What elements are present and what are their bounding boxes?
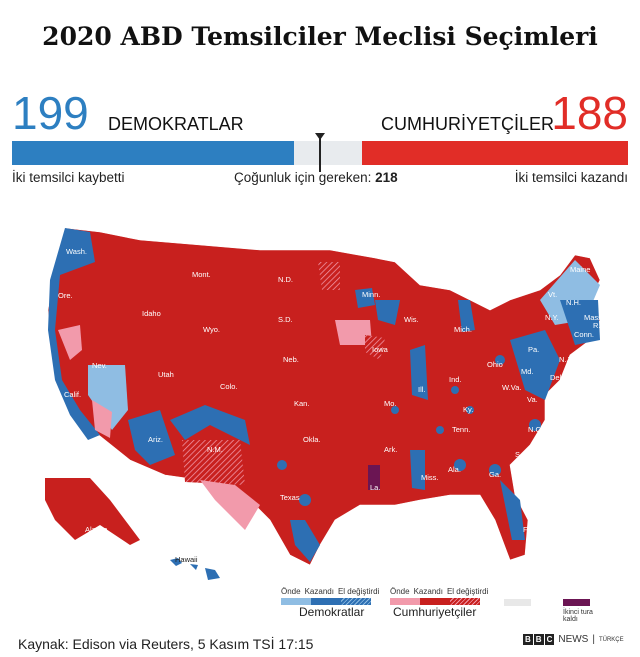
state-label: Conn. xyxy=(574,330,594,339)
state-label: N.M. xyxy=(207,445,223,454)
state-label: Miss. xyxy=(421,473,439,482)
page-title: 2020 ABD Temsilciler Meclisi Seçimleri xyxy=(42,22,598,51)
state-label: N.D. xyxy=(278,275,293,284)
state-label: Utah xyxy=(158,370,174,379)
state-label: Hawaii xyxy=(175,555,198,564)
state-label: Okla. xyxy=(303,435,321,444)
state-label: Calif. xyxy=(64,390,81,399)
state-label: N.H. xyxy=(566,298,581,307)
state-label: Texas xyxy=(280,493,300,502)
alaska xyxy=(45,478,140,545)
state-label: Mo. xyxy=(384,399,397,408)
state-label: Maine xyxy=(570,265,590,274)
state-label: Minn. xyxy=(362,290,380,299)
majority-value: 218 xyxy=(375,170,398,185)
democrat-bar xyxy=(12,141,294,165)
state-label: La. xyxy=(370,483,380,492)
republican-label: CUMHURİYETÇİLER xyxy=(380,114,554,134)
legend-rep-leading: Önde xyxy=(390,587,410,596)
majority-marker xyxy=(319,134,321,172)
state-label: Ky. xyxy=(463,405,473,414)
republican-seat-count: 188 xyxy=(551,87,628,139)
state-label: Colo. xyxy=(220,382,238,391)
state-label: Tenn. xyxy=(452,425,470,434)
state-label: Alaska xyxy=(85,525,108,534)
us-house-map: Wash. Ore. Calif. Nev. Idaho Mont. Wyo. Utah Col… xyxy=(45,227,605,580)
majority-arrow-icon xyxy=(315,133,325,140)
state-label: N.C. xyxy=(528,425,543,434)
hawaii xyxy=(170,558,220,580)
state-label: N.Y. xyxy=(545,313,559,322)
majority-label: Çoğunluk için gereken: xyxy=(234,170,372,185)
legend-dem-name: Demokratlar xyxy=(299,605,365,619)
state-label: Idaho xyxy=(142,309,161,318)
state-label: Neb. xyxy=(283,355,299,364)
state-label: Ill. xyxy=(418,385,426,394)
state-label: Md. xyxy=(521,367,534,376)
state-label: Ark. xyxy=(384,445,397,454)
state-label: Mont. xyxy=(192,270,211,279)
legend-rep-flipped: El değiştirdi xyxy=(446,587,489,596)
state-label: Del. xyxy=(550,373,563,382)
republican-note: İki temsilci kazandı xyxy=(514,170,628,185)
source-note: Kaynak: Edison via Reuters, 5 Kasım TSİ … xyxy=(18,636,314,652)
state-label: Vt. xyxy=(548,290,557,299)
legend-rep-name: Cumhuriyetçiler xyxy=(393,605,477,619)
state-label: Ga. xyxy=(489,470,501,479)
majority-note: Çoğunluk için gereken: 218 xyxy=(234,170,398,185)
legend-rep-won: Kazandı xyxy=(413,587,443,596)
state-label: Mich. xyxy=(454,325,472,334)
legend-runoff: İkinci tura kaldı xyxy=(563,599,623,623)
republican-bar xyxy=(361,141,628,165)
legend-republicans: Önde Kazandı El değiştirdi Cumhuriyetçiler xyxy=(390,587,500,619)
democrat-seat-count: 199 xyxy=(12,87,89,139)
legend-undecided xyxy=(504,599,531,606)
state-label: Va. xyxy=(527,395,538,404)
state-label: N.J. xyxy=(559,355,572,364)
state-label: Ore. xyxy=(58,291,73,300)
democrat-label: DEMOKRATLAR xyxy=(108,114,244,134)
state-label: R.I. xyxy=(593,321,605,330)
state-label: Wyo. xyxy=(203,325,220,334)
state-label: Fla. xyxy=(523,525,536,534)
state-label: Ohio xyxy=(487,360,503,369)
state-label: S.D. xyxy=(278,315,293,324)
state-label: Ala. xyxy=(448,465,461,474)
state-label: Pa. xyxy=(528,345,539,354)
legend-dem-flipped: El değiştirdi xyxy=(337,587,380,596)
state-label: Ind. xyxy=(449,375,462,384)
legend-dem-won: Kazandı xyxy=(304,587,334,596)
state-label: Wash. xyxy=(66,247,87,256)
state-label: Nev. xyxy=(92,361,107,370)
legend-dem-leading: Önde xyxy=(281,587,301,596)
state-label: Wis. xyxy=(404,315,419,324)
state-label: Kan. xyxy=(294,399,309,408)
democrat-note: İki temsilci kaybetti xyxy=(12,170,125,185)
legend-democrats: Önde Kazandı El değiştirdi Demokratlar xyxy=(281,587,391,619)
state-label: Mass. xyxy=(584,313,604,322)
state-label: S.C. xyxy=(515,450,530,459)
state-label: Iowa xyxy=(372,345,389,354)
state-label: W.Va. xyxy=(502,383,521,392)
state-label: Ariz. xyxy=(148,435,163,444)
